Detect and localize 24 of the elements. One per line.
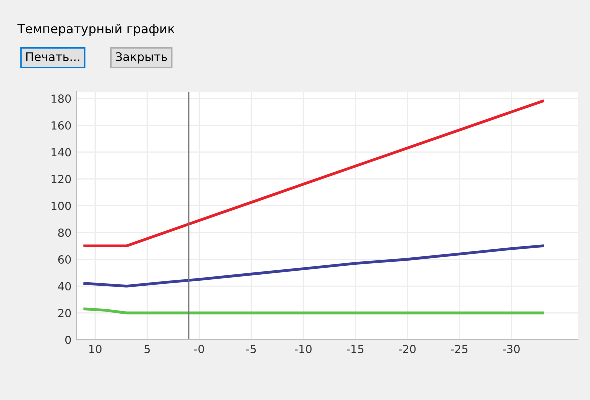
x-tick-label: 10 [90, 345, 102, 354]
x-tick-label: -25 [451, 345, 468, 354]
y-tick-label: 80 [58, 228, 72, 238]
x-tick-label: -15 [347, 345, 364, 354]
chart-title: Температурный график [18, 24, 175, 36]
line-series [84, 244, 544, 288]
y-tick-label: 160 [52, 121, 72, 130]
y-tick-label: 20 [58, 309, 72, 318]
y-tick-label: 40 [58, 282, 72, 291]
x-tick-label: -20 [399, 345, 416, 354]
x-tick-label: -30 [503, 345, 520, 354]
y-tick-label: 180 [52, 94, 72, 104]
line-series [84, 100, 544, 248]
text: Печать... [26, 52, 80, 62]
x-tick-label: -10 [294, 345, 312, 354]
y-tick-label: 100 [52, 202, 72, 210]
text: Закрыть [116, 52, 168, 64]
y-tick-label: 60 [58, 256, 72, 264]
y-tick-label: 0 [66, 336, 72, 344]
y-tick-label: 120 [52, 175, 72, 184]
x-tick-label: -5 [246, 345, 256, 354]
x-tick-label: 5 [144, 345, 150, 354]
y-tick-label: 140 [52, 148, 72, 157]
x-tick-label: -0 [194, 345, 204, 354]
